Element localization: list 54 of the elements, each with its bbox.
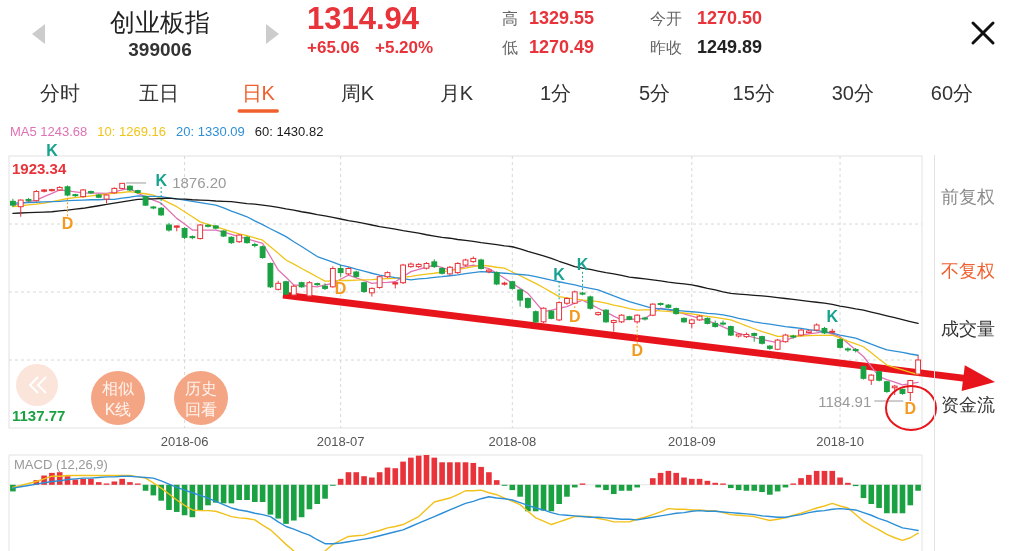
signal-label: D [631,342,643,360]
quote-label: 1270.49 [529,37,595,57]
tab-label: 15分 [732,82,775,104]
title: 创业板指 [110,8,210,36]
y-tick-label: 1923.34 [12,159,67,177]
y-tick-label: 1137.77 [12,407,66,425]
legend-label: MA5 1243.68 [10,123,88,139]
price-label: 1876.20 [172,174,227,192]
tab-label: 5分 [639,82,671,104]
side-menu-label: 资金流 [941,395,995,415]
side-menu-label: 成交量 [941,319,995,339]
x-tick-label: 2018-09 [667,433,716,449]
legend-label: 10: 1269.16 [97,123,167,139]
legend-label: 20: 1330.09 [176,123,245,139]
x-tick-label: 2018-06 [160,433,209,449]
tab-label: 1分 [539,82,572,104]
button-label: 历史 [185,379,217,397]
quote-label: 低 [502,38,518,56]
signal-label: K [46,141,58,159]
x-tick-label: 2018-10 [816,433,864,449]
tab-label: 分时 [40,82,80,104]
signal-label: D [61,214,74,232]
quote-label: 今开 [650,9,682,27]
quote-label: 1314.94 [307,0,420,36]
signal-label: K [826,308,839,326]
subtitle: 399006 [128,38,192,60]
legend-label: 60: 1430.82 [254,123,324,139]
signal-label: K [553,265,565,283]
price-label: 1184.91 [818,392,872,410]
x-tick-label: 2018-08 [488,433,537,449]
tab-label: 周K [340,82,374,104]
button-label: K线 [104,400,132,418]
signal-label: D [334,280,347,298]
chart-title: MACD (12,26,9) [14,456,108,472]
x-tick-label: 2018-07 [316,433,365,449]
tab-label: 30分 [831,82,874,104]
tab-label: 月K [439,82,474,104]
quote-label: +5.20% [375,37,434,57]
button-label: 回看 [185,400,217,418]
quote-label: 昨收 [650,38,682,56]
signal-label: D [904,399,917,417]
tab-label: 五日 [139,82,180,104]
signal-label: K [155,171,167,189]
side-menu-label: 不复权 [941,261,995,281]
tab-label: 60分 [930,82,974,104]
quote-label: +65.06 [307,37,360,57]
signal-label: D [568,307,581,325]
quote-label: 1270.50 [697,8,763,28]
quote-label: 高 [502,9,518,27]
quote-label: 1329.55 [529,8,595,28]
button-label: 相似 [102,379,134,397]
tab-label: 日K [241,82,275,104]
side-menu-label: 前复权 [941,187,995,207]
quote-label: 1249.89 [697,37,763,57]
